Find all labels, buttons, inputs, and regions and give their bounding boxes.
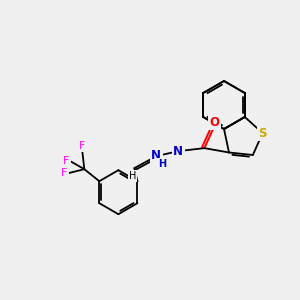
Text: F: F: [63, 156, 70, 166]
Text: H: H: [158, 159, 166, 169]
Text: F: F: [61, 168, 68, 178]
Text: N: N: [152, 148, 161, 162]
Text: O: O: [209, 116, 219, 129]
Text: N: N: [173, 145, 183, 158]
Text: F: F: [79, 141, 85, 151]
Text: S: S: [258, 127, 267, 140]
Text: H: H: [129, 171, 136, 181]
